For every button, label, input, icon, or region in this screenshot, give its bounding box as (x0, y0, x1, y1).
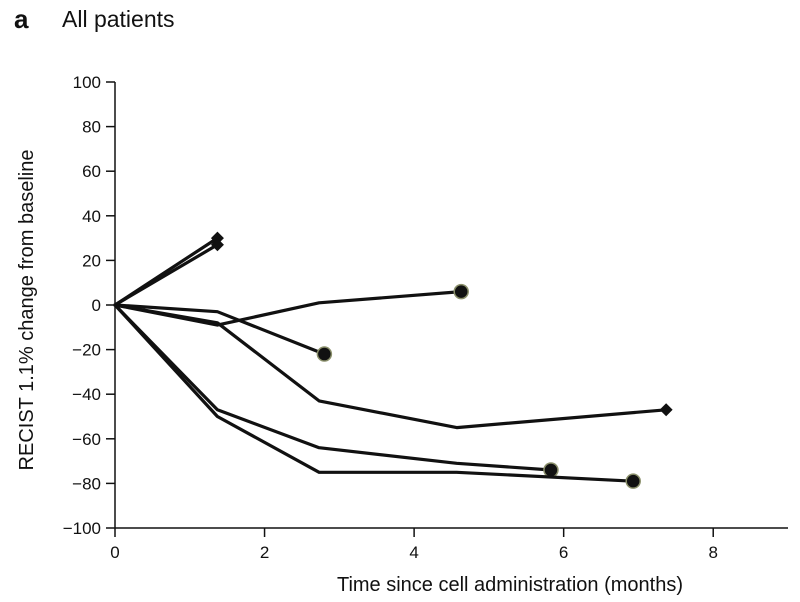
y-tick-label: −20 (72, 341, 101, 360)
y-tick-label: 40 (82, 207, 101, 226)
series-line-2 (113, 243, 219, 307)
x-tick-label: 2 (260, 543, 269, 562)
y-tick-label: 20 (82, 251, 101, 270)
x-axis-title: Time since cell administration (months) (337, 574, 683, 596)
series-end-marker-diamond (659, 403, 673, 417)
x-tick-label: 6 (559, 543, 568, 562)
y-tick-label: −100 (63, 519, 101, 538)
panel-letter: a (14, 4, 29, 34)
y-tick-label: 0 (92, 296, 101, 315)
y-tick-label: −80 (72, 474, 101, 493)
y-tick-label: 80 (82, 118, 101, 137)
series-line-4 (113, 303, 326, 356)
series-end-marker-circle (543, 462, 559, 478)
y-tick-label: −60 (72, 430, 101, 449)
series-end-marker-diamond (210, 231, 224, 245)
x-tick-label: 8 (708, 543, 717, 562)
y-axis-title: RECIST 1.1% change from baseline (16, 150, 38, 471)
x-tick-label: 4 (409, 543, 418, 562)
x-tick-label: 0 (110, 543, 119, 562)
series-end-marker-circle (316, 346, 333, 362)
series-line-5 (113, 303, 668, 430)
y-tick-label: 100 (73, 73, 101, 92)
y-tick-label: −40 (72, 385, 101, 404)
series-line-7 (113, 303, 635, 483)
series-layer (113, 231, 673, 489)
y-tick-label: 60 (82, 162, 101, 181)
series-end-marker-diamond (210, 238, 224, 252)
panel-title: All patients (62, 6, 175, 32)
series-end-marker-circle (625, 473, 641, 489)
series-end-marker-circle (453, 283, 469, 300)
series-line-6 (113, 303, 553, 472)
